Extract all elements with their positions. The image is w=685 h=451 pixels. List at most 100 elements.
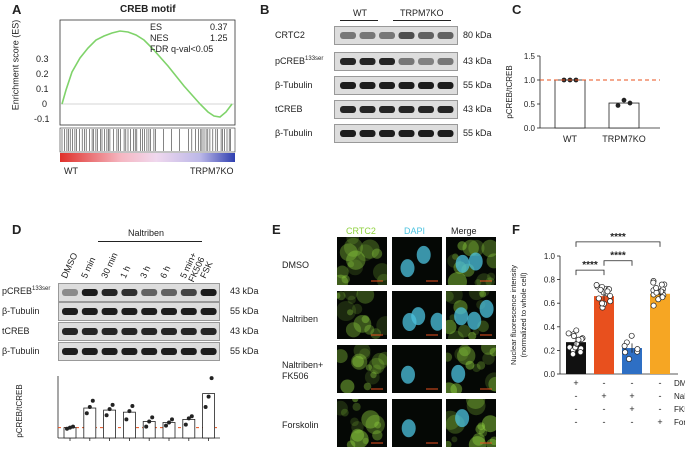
chart-f-ytick-label: 0.2 xyxy=(544,346,556,355)
blot-band xyxy=(180,328,197,335)
crtc2-signal xyxy=(345,322,362,338)
blot-d-kda: 55 kDa xyxy=(230,306,259,316)
blot-band xyxy=(180,308,197,315)
crtc2-signal xyxy=(446,352,453,362)
gsea-ytick: 0.1 xyxy=(36,84,49,94)
crtc2-signal xyxy=(346,237,359,245)
crtc2-signal xyxy=(374,421,382,429)
chart-f-ytick-label: 0.0 xyxy=(544,370,556,379)
crtc2-signal xyxy=(350,429,369,447)
chart-f-point xyxy=(593,282,600,288)
crtc2-signal xyxy=(485,372,496,392)
crtc2-signal xyxy=(476,361,486,370)
blot-band xyxy=(141,308,158,315)
chart-f-sig-label: **** xyxy=(610,251,626,262)
gsea-ytick: 0.2 xyxy=(36,69,49,79)
crtc2-signal xyxy=(446,291,454,302)
micro-col-crtc2: CRTC2 xyxy=(346,226,376,236)
crtc2-signal xyxy=(468,436,487,447)
chart-d-point xyxy=(110,402,115,407)
chart-f-sig-bracket xyxy=(575,241,661,247)
blot-band xyxy=(81,348,98,355)
crtc2-signal xyxy=(477,422,486,431)
chart-f: 0.0 0.2 0.4 0.6 0.8 1.0 Nuclear fluorescence i… xyxy=(509,232,685,427)
chart-c-ytick-label: 1.5 xyxy=(524,52,536,61)
crtc2-signal xyxy=(337,265,349,279)
chart-d-point xyxy=(90,398,95,403)
blot-d-group: Naltriben xyxy=(128,228,165,238)
crtc2-signal xyxy=(489,347,496,357)
crtc2-signal xyxy=(478,291,490,297)
blot-band xyxy=(62,348,78,355)
chart-d-point xyxy=(186,416,191,421)
chart-f-ytick-label: 0.6 xyxy=(544,299,556,308)
blot-band xyxy=(81,328,98,335)
gsea-left-label: WT xyxy=(64,166,78,176)
nucleus xyxy=(468,252,483,271)
panel-label-b: B xyxy=(260,2,270,17)
chart-d-ylabel: pCREB/tCREB xyxy=(15,384,24,437)
blot-d-label: pCREB133ser xyxy=(2,286,51,296)
gsea-ytick: -0.1 xyxy=(34,114,50,124)
crtc2-signal xyxy=(356,244,374,262)
crtc2-signal xyxy=(452,253,459,260)
blot-d-band-row xyxy=(58,302,220,321)
crtc2-signal xyxy=(352,355,364,368)
crtc2-signal xyxy=(487,272,496,281)
gsea-stat-es: ES 0.37 xyxy=(150,22,228,32)
blot-band xyxy=(121,348,138,355)
crtc2-signal xyxy=(481,239,496,258)
crtc2-signal xyxy=(370,371,377,379)
blot-d-lane-label: 1 h xyxy=(118,264,133,280)
chart-d-point xyxy=(209,376,214,381)
micro-image xyxy=(446,237,496,285)
chart-d-point xyxy=(107,407,112,412)
chart-f-point xyxy=(658,281,665,288)
chart-f-treatment-label: Naltriben xyxy=(674,392,685,401)
crtc2-signal xyxy=(346,440,356,447)
micro-image xyxy=(392,237,442,285)
chart-c-point xyxy=(621,97,627,103)
blot-band xyxy=(340,58,356,65)
micro-image xyxy=(337,237,387,285)
chart-f-point xyxy=(655,296,662,303)
blot-band xyxy=(340,32,356,39)
crtc2-signal xyxy=(451,436,458,443)
blot-band xyxy=(161,308,177,315)
blot-band xyxy=(141,289,158,296)
blot-band xyxy=(379,106,395,113)
chart-f-point xyxy=(570,351,576,358)
chart-f-treatment-sign: + xyxy=(573,378,578,388)
nucleus xyxy=(455,409,470,428)
blot-d-label: β-Tubulin xyxy=(2,346,40,356)
chart-f-ylabel: Nuclear fluorescence intensity xyxy=(509,265,518,365)
crtc2-signal xyxy=(347,295,356,304)
nucleus xyxy=(430,312,442,331)
crtc2-signal xyxy=(457,346,476,365)
nucleus xyxy=(401,419,416,438)
blot-band xyxy=(180,348,197,355)
blot-d-bands xyxy=(62,289,217,355)
nucleus xyxy=(454,307,469,326)
blot-band xyxy=(398,130,415,137)
crtc2-signal xyxy=(377,273,387,285)
chart-c-ytick-label: 0.5 xyxy=(524,100,536,109)
crtc2-signal xyxy=(356,291,375,304)
crtc2-signal xyxy=(361,315,370,324)
crtc2-signal xyxy=(351,428,365,442)
blot-band xyxy=(141,328,158,335)
blot-b-label: pCREB133ser xyxy=(275,56,324,66)
blot-b-kda: 55 kDa xyxy=(463,80,492,90)
chart-f-ytick-label: 0.8 xyxy=(544,276,556,285)
chart-f-point xyxy=(599,300,606,307)
crtc2-signal xyxy=(341,275,350,284)
crtc2-signal xyxy=(365,364,373,371)
crtc2-signal xyxy=(364,324,375,335)
crtc2-signal xyxy=(359,348,371,360)
blot-band xyxy=(62,328,78,335)
crtc2-signal xyxy=(353,315,372,333)
panel-label-d: D xyxy=(12,222,22,237)
crtc2-signal xyxy=(347,259,363,276)
panel-label-e: E xyxy=(272,222,281,237)
chart-f-treatment-sign: - xyxy=(603,404,606,414)
